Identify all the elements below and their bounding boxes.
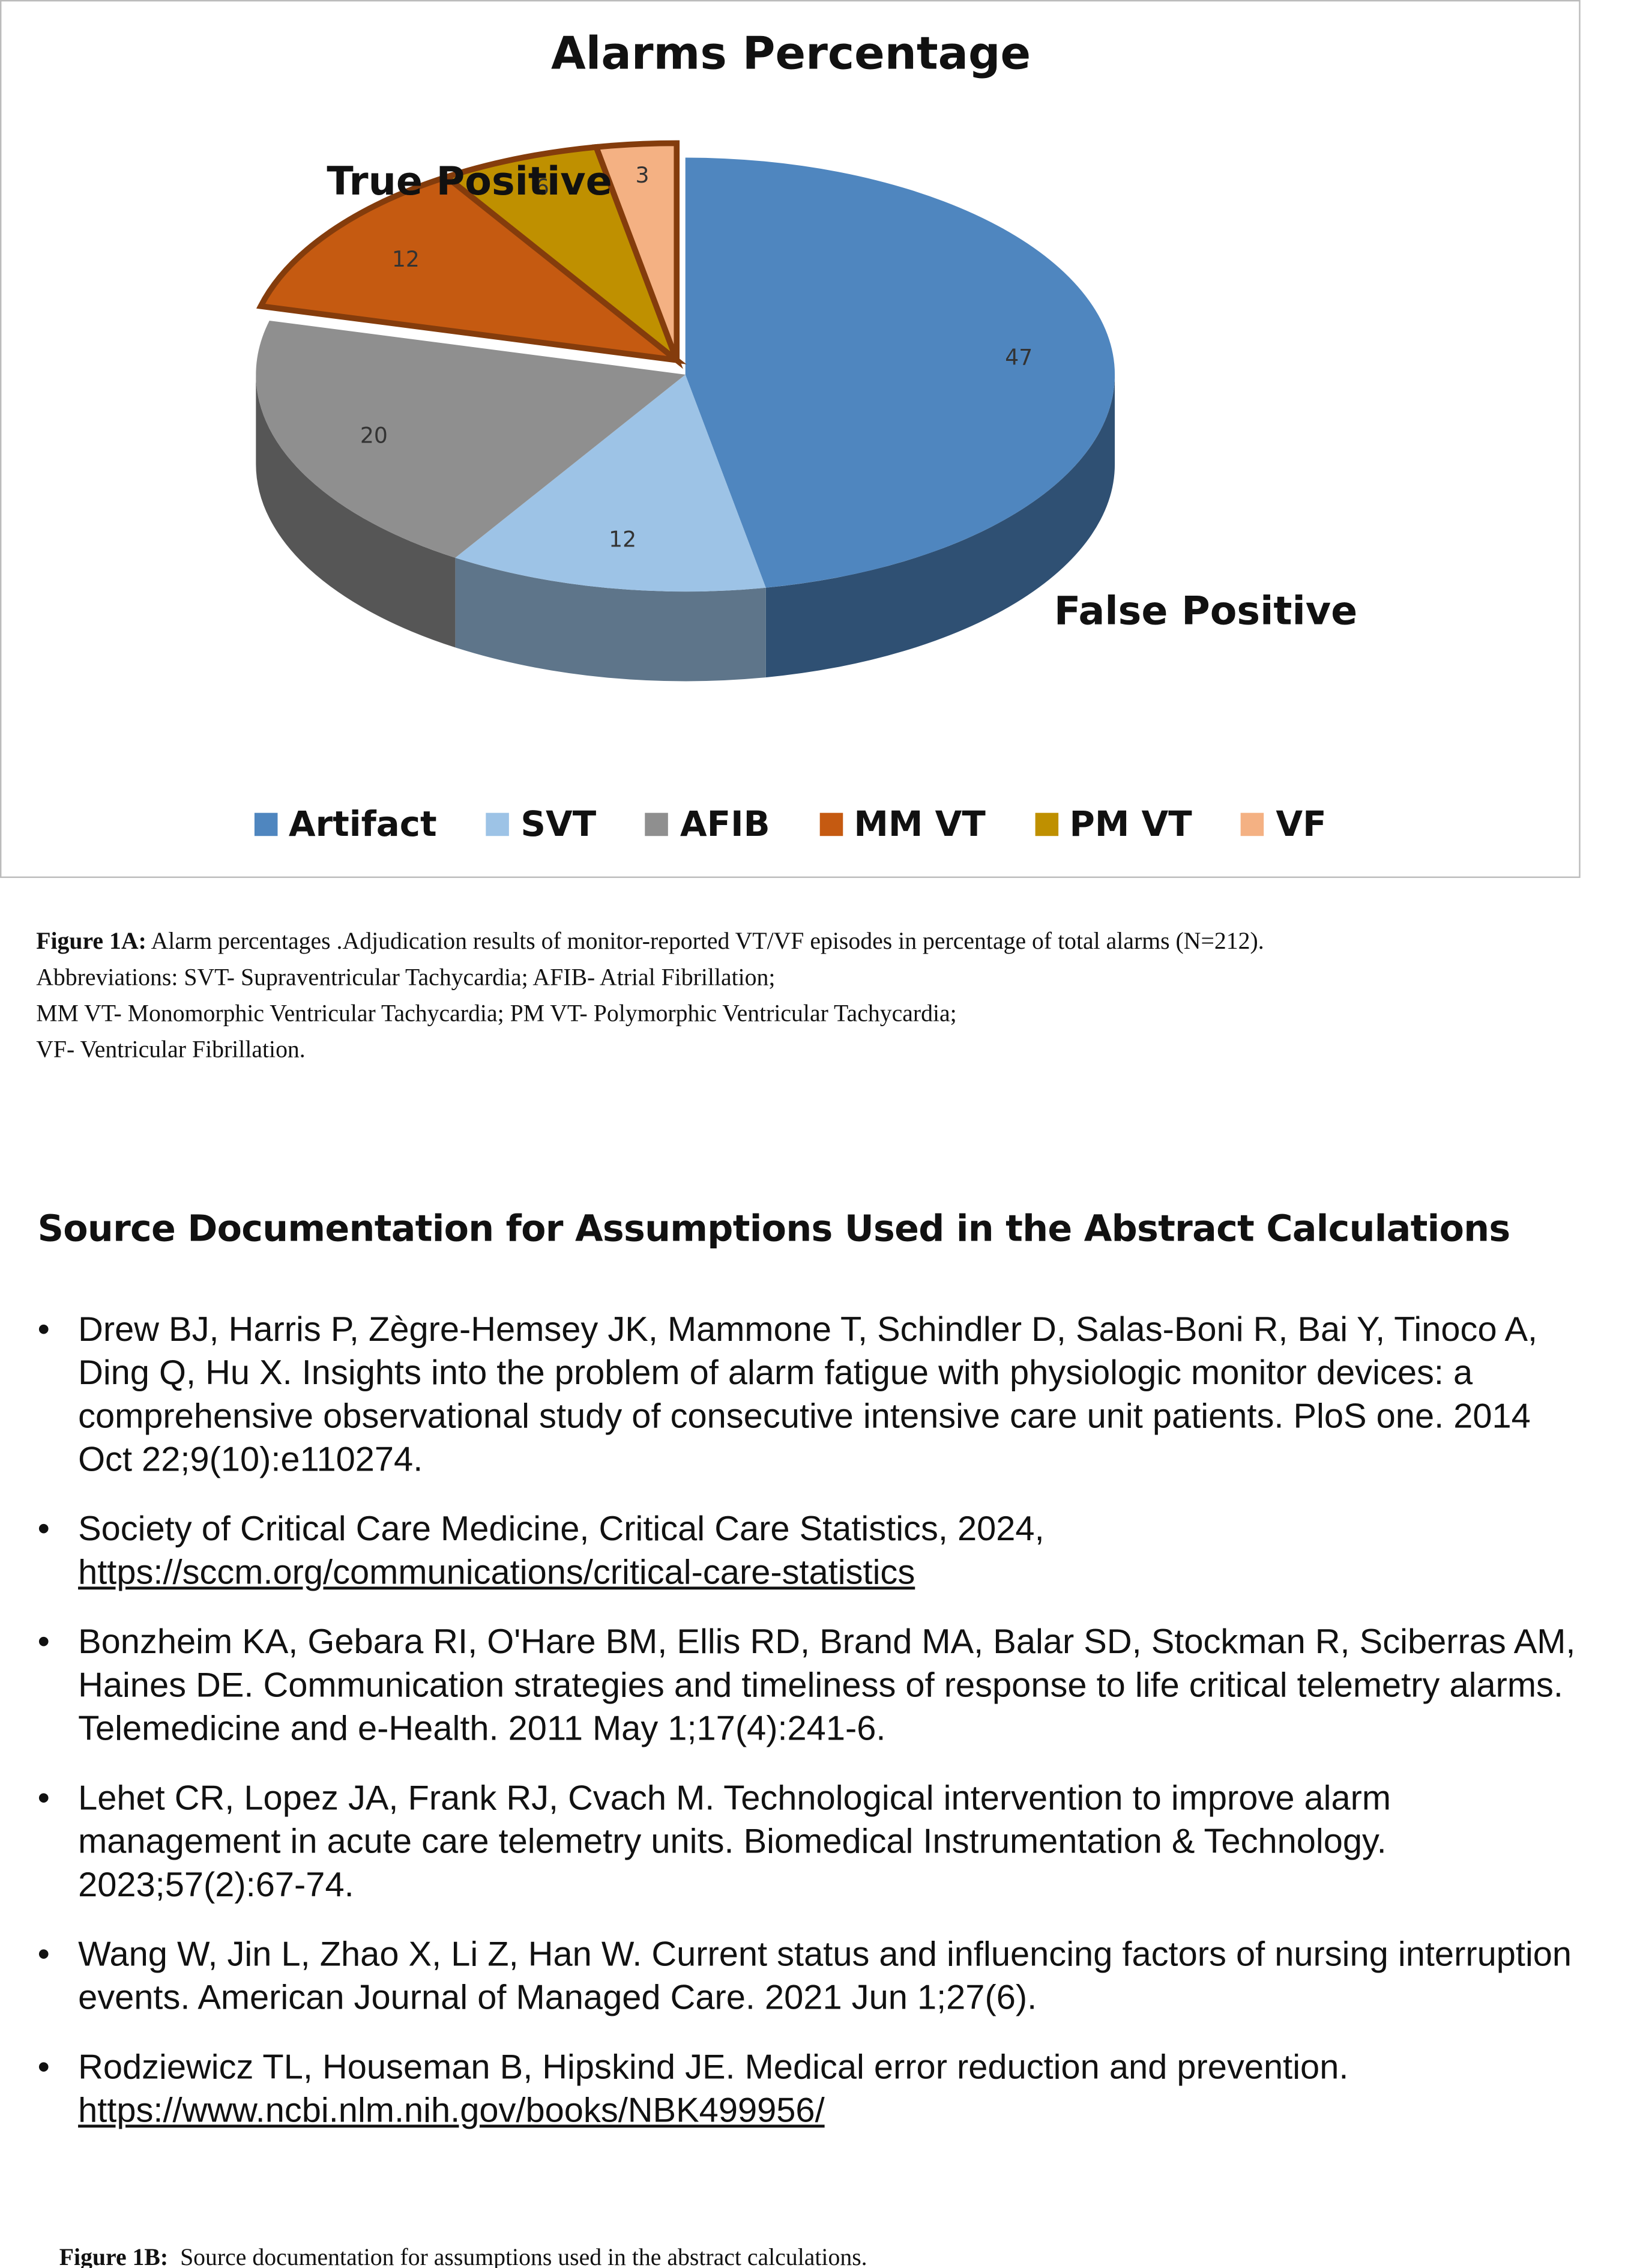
caption-text: VF- Ventricular Fibrillation. [36,1035,306,1063]
data-label: 12 [609,527,636,552]
reference-text: Bonzheim KA, Gebara RI, O'Hare BM, Ellis… [78,1622,1576,1749]
legend-swatch [486,812,510,836]
legend-swatch [1241,812,1265,836]
slice [455,374,766,592]
reference: Drew BJ, Harris P, Zègre-Hemsey JK, Mamm… [38,1309,1585,1483]
reference: Society of Critical Care Medicine, Criti… [38,1508,1585,1595]
legend-item: AFIB [645,804,770,845]
legend-item: MM VT [819,804,986,845]
data-label: 20 [360,423,388,449]
reference: Wang W, Jin L, Zhao X, Li Z, Han W. Curr… [38,1934,1585,2021]
data-label: 3 [636,162,650,188]
slice [685,157,1115,588]
legend-label: AFIB [680,804,770,845]
legend-label: Artifact [288,804,437,845]
slice-side [455,557,766,682]
slice [592,140,680,361]
caption-line: Abbreviations: SVT- Supraventricular Tac… [36,959,1264,995]
figure-caption: Figure 1B: Source documentation for assu… [59,2239,867,2268]
data-label: 12 [392,246,420,272]
legend-label: VF [1276,804,1327,845]
legend-swatch [819,812,843,836]
reference-list: Drew BJ, Harris P, Zègre-Hemsey JK, Mamm… [38,1309,1585,2159]
slice [256,320,686,558]
slices: 47 12 20 12 6 3 [256,140,1115,682]
annotation: True Positive [327,159,612,204]
legend-item: PM VT [1034,804,1192,845]
caption-line: Figure 1A: Alarm percentages .Adjudicati… [36,923,1264,959]
heading: Source Documentation for Assumptions Use… [37,1208,1511,1250]
caption-text: Abbreviations: SVT- Supraventricular Tac… [36,963,776,991]
caption-label: Figure 1A: [36,927,146,955]
caption-text: Source documentation for assumptions use… [180,2243,867,2268]
caption-text: Alarm percentages .Adjudication results … [151,927,1264,955]
reference-text: Rodziewicz TL, Houseman B, Hipskind JE. … [78,2048,1349,2087]
chart-title: Alarms Percentage [551,27,1031,79]
chart: Alarms Percentage 47 12 20 12 6 3 True Positi… [0,0,1581,878]
reference-link[interactable]: https://sccm.org/communications/critical… [78,1553,915,1592]
reference: Bonzheim KA, Gebara RI, O'Hare BM, Ellis… [38,1621,1585,1752]
slice [440,144,683,369]
caption-line: MM VT- Monomorphic Ventricular Tachycard… [36,995,1264,1031]
legend-swatch [645,812,669,836]
legend-label: SVT [520,804,597,845]
legend-swatch [1034,812,1058,836]
reference-link[interactable]: https://www.ncbi.nlm.nih.gov/books/NBK49… [78,2091,825,2130]
reference-text: Society of Critical Care Medicine, Criti… [78,1510,1045,1549]
slice [256,174,687,364]
reference-text: Drew BJ, Harris P, Zègre-Hemsey JK, Mamm… [78,1310,1538,1480]
legend: Artifact SVT AFIB MM VT PM VT VF [1,804,1579,845]
slice-side [256,374,456,648]
caption-text: MM VT- Monomorphic Ventricular Tachycard… [36,999,957,1027]
legend-swatch [254,812,277,836]
caption-label: Figure 1B: [59,2243,169,2268]
reference-text: Lehet CR, Lopez JA, Frank RJ, Cvach M. T… [78,1779,1391,1905]
legend-item: SVT [486,804,597,845]
caption-line: VF- Ventricular Fibrillation. [36,1031,1264,1067]
slice-side [765,374,1115,678]
reference: Rodziewicz TL, Houseman B, Hipskind JE. … [38,2046,1585,2133]
legend-label: MM VT [854,804,986,845]
figure-caption: Figure 1A: Alarm percentages .Adjudicati… [36,923,1264,1068]
legend-label: PM VT [1069,804,1192,845]
reference: Lehet CR, Lopez JA, Frank RJ, Cvach M. T… [38,1777,1585,1908]
pie-chart: Alarms Percentage 47 12 20 12 6 3 True Positi… [256,27,1357,682]
legend-item: VF [1241,804,1327,845]
reference-text: Wang W, Jin L, Zhao X, Li Z, Han W. Curr… [78,1935,1572,2018]
data-label: 6 [535,174,549,200]
data-label: 47 [1005,344,1033,370]
annotation: False Positive [1054,588,1357,634]
legend-item: Artifact [254,804,437,845]
